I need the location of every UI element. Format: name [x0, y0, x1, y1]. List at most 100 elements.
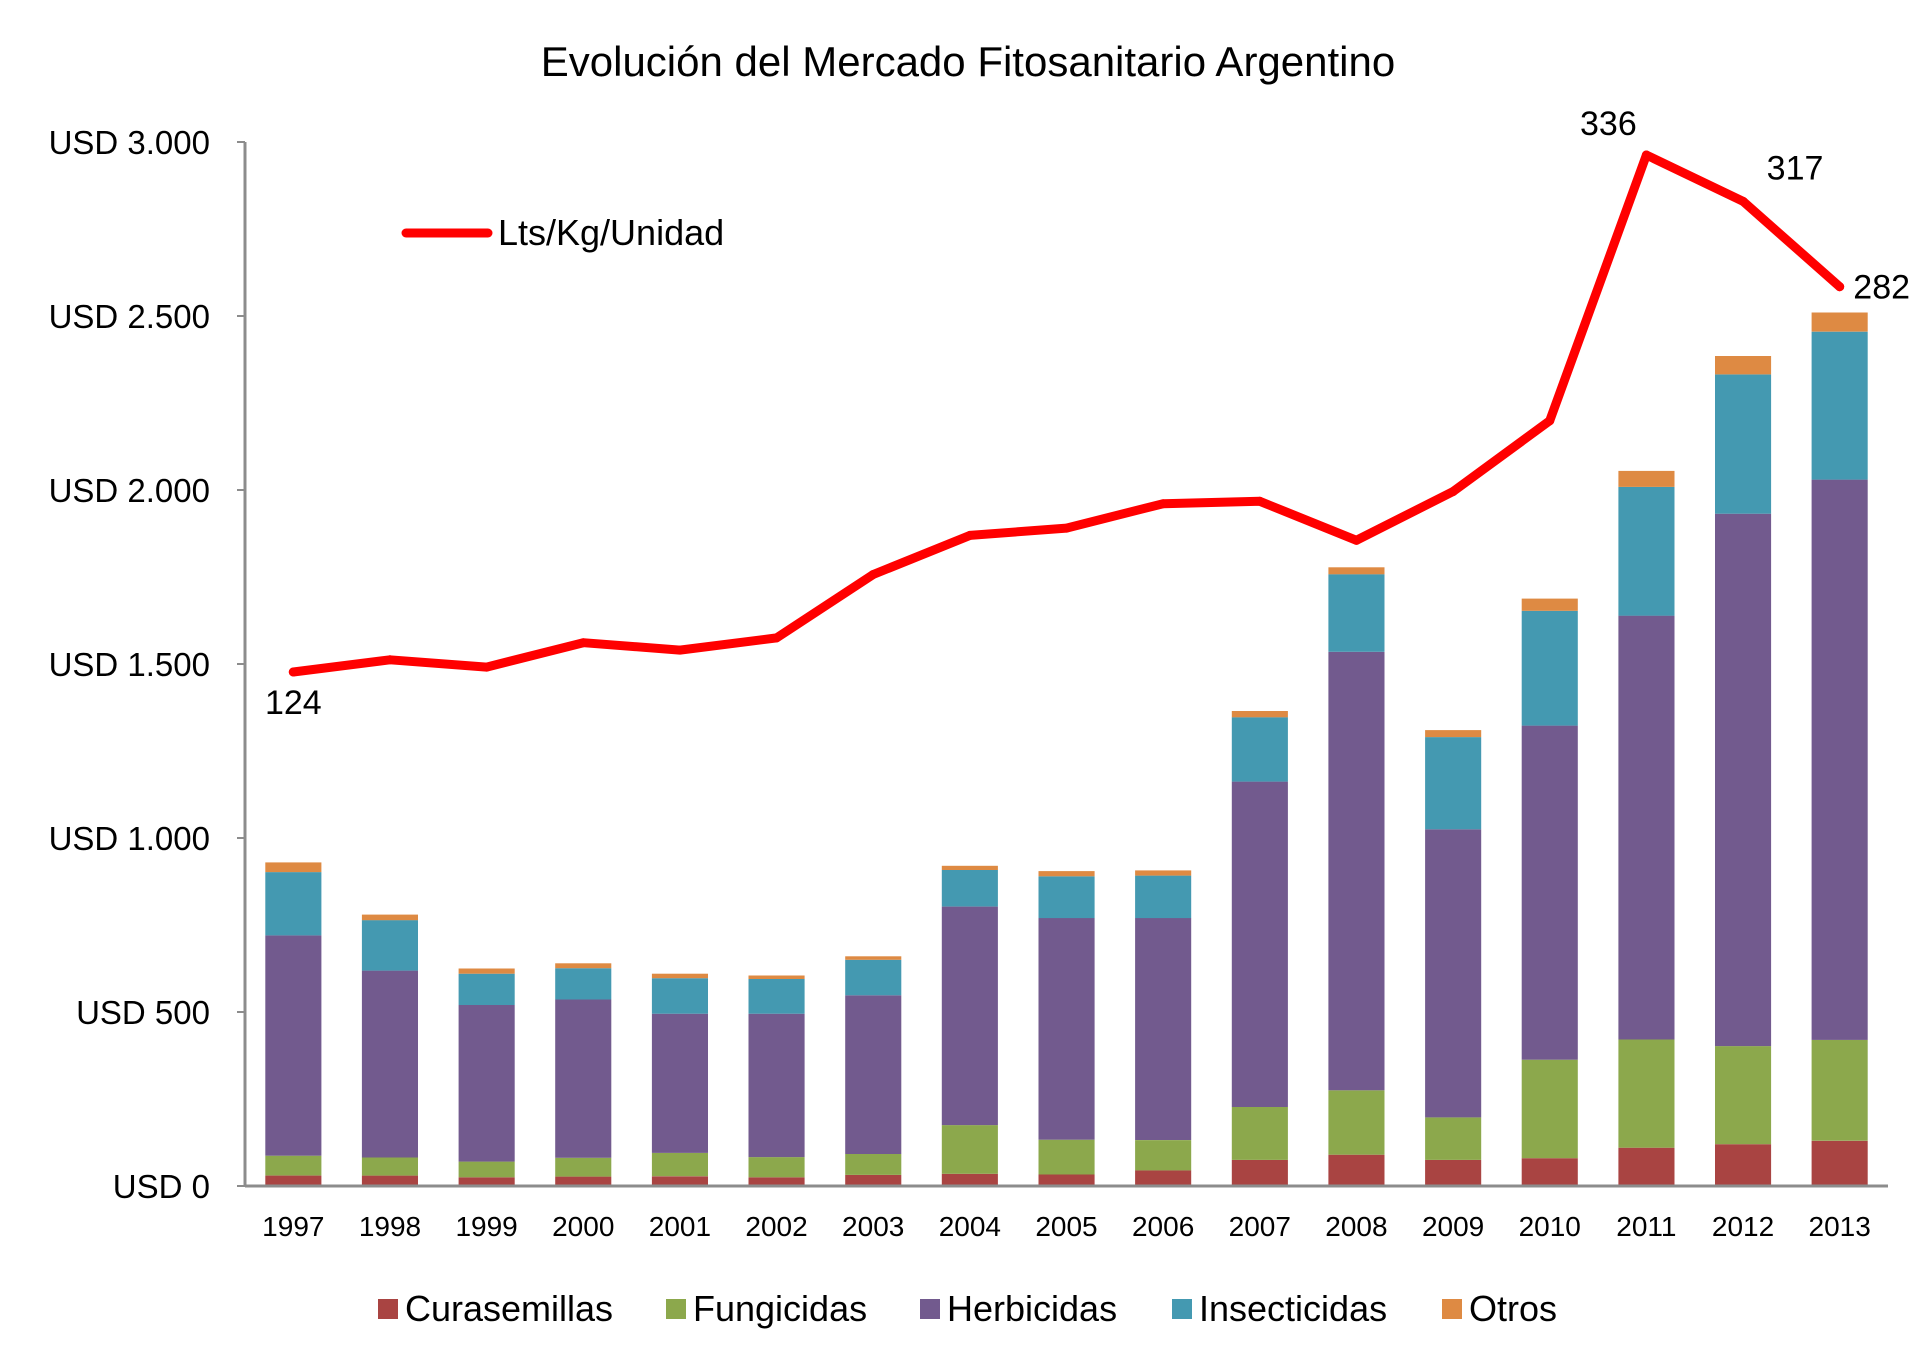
bar-insecticidas-2008 — [1328, 574, 1385, 652]
bar-curasemillas-1999 — [458, 1177, 515, 1186]
line-point-2001 — [675, 645, 685, 655]
y-tick-label: USD 2.000 — [49, 472, 210, 509]
x-tick-label: 2011 — [1616, 1211, 1676, 1242]
bar-curasemillas-1998 — [361, 1175, 418, 1186]
chart-title: Evolución del Mercado Fitosanitario Arge… — [541, 38, 1395, 85]
bar-fungicidas-2009 — [1425, 1117, 1482, 1160]
legend-label-insecticidas: Insecticidas — [1199, 1288, 1387, 1329]
bar-insecticidas-2013 — [1811, 331, 1868, 480]
bar-herbicidas-1999 — [458, 1005, 515, 1162]
bar-insecticidas-1999 — [458, 973, 515, 1005]
bar-otros-1998 — [361, 914, 418, 921]
line-point-2002 — [772, 633, 782, 643]
bar-fungicidas-1999 — [458, 1161, 515, 1178]
bar-herbicidas-2000 — [555, 999, 612, 1158]
bar-otros-2011 — [1618, 470, 1675, 487]
y-tick-label: USD 2.500 — [49, 298, 210, 335]
bar-otros-2004 — [941, 865, 998, 870]
legend: Lts/Kg/Unidad Curasemillas Fungicidas Herbi… — [378, 212, 1557, 1329]
line-point-2013 — [1835, 282, 1845, 292]
bar-fungicidas-2005 — [1038, 1139, 1095, 1175]
line-point-1998 — [385, 655, 395, 665]
line-data-label: 282 — [1853, 269, 1910, 307]
legend-swatch-herbicidas — [920, 1299, 940, 1319]
legend-swatch-otros — [1442, 1299, 1462, 1319]
legend-label-fungicidas: Fungicidas — [693, 1288, 867, 1329]
line-point-2004 — [965, 530, 975, 540]
x-tick-label: 2001 — [649, 1211, 711, 1242]
bar-fungicidas-2010 — [1521, 1059, 1578, 1159]
bar-fungicidas-2013 — [1811, 1039, 1868, 1141]
bar-fungicidas-2000 — [555, 1157, 612, 1177]
bar-insecticidas-2003 — [845, 959, 902, 996]
bar-fungicidas-2004 — [941, 1125, 998, 1174]
bar-insecticidas-2012 — [1715, 374, 1772, 514]
line-point-2003 — [868, 569, 878, 579]
bar-otros-2009 — [1425, 730, 1482, 738]
bar-fungicidas-2012 — [1715, 1046, 1772, 1145]
x-tick-label: 2005 — [1035, 1211, 1097, 1242]
bar-fungicidas-2001 — [651, 1152, 708, 1177]
legend-label-herbicidas: Herbicidas — [947, 1288, 1117, 1329]
bars-layer — [265, 312, 1868, 1186]
bar-herbicidas-2007 — [1231, 781, 1288, 1107]
line-data-label: 336 — [1580, 105, 1637, 143]
bar-insecticidas-1998 — [361, 920, 418, 971]
bar-otros-2000 — [555, 963, 612, 969]
x-tick-label: 2007 — [1229, 1211, 1291, 1242]
bar-otros-1999 — [458, 968, 515, 974]
x-tick-label: 1997 — [262, 1211, 324, 1242]
bar-herbicidas-2010 — [1521, 725, 1578, 1060]
bar-otros-2010 — [1521, 598, 1578, 611]
bar-herbicidas-2005 — [1038, 918, 1095, 1140]
x-tick-label: 1998 — [359, 1211, 421, 1242]
y-tick-label: USD 3.000 — [49, 124, 210, 161]
bar-insecticidas-2004 — [941, 870, 998, 907]
bar-herbicidas-2006 — [1135, 918, 1192, 1140]
bar-curasemillas-2007 — [1231, 1159, 1288, 1186]
x-tick-label: 2003 — [842, 1211, 904, 1242]
bar-curasemillas-2002 — [748, 1177, 805, 1186]
bar-fungicidas-2003 — [845, 1154, 902, 1175]
legend-line-label: Lts/Kg/Unidad — [498, 212, 724, 253]
bar-herbicidas-2008 — [1328, 651, 1385, 1091]
bar-herbicidas-2011 — [1618, 615, 1675, 1040]
bar-fungicidas-2002 — [748, 1157, 805, 1178]
line-point-2008 — [1351, 535, 1361, 545]
x-tick-label: 2002 — [745, 1211, 807, 1242]
x-tick-label: 2010 — [1519, 1211, 1581, 1242]
y-tick-label: USD 500 — [76, 994, 210, 1031]
bar-insecticidas-2010 — [1521, 610, 1578, 726]
x-tick-label: 2004 — [939, 1211, 1001, 1242]
legend-swatch-fungicidas — [666, 1299, 686, 1319]
x-tick-label: 2008 — [1325, 1211, 1387, 1242]
y-tick-label: USD 1.500 — [49, 646, 210, 683]
bar-herbicidas-2013 — [1811, 479, 1868, 1040]
bar-herbicidas-2001 — [651, 1013, 708, 1153]
bar-otros-1997 — [265, 862, 322, 873]
bar-curasemillas-1997 — [265, 1175, 322, 1186]
legend-label-otros: Otros — [1469, 1288, 1557, 1329]
legend-label-curasemillas: Curasemillas — [405, 1288, 613, 1329]
bar-curasemillas-2006 — [1135, 1170, 1192, 1186]
bar-otros-2012 — [1715, 356, 1772, 375]
bar-otros-2008 — [1328, 567, 1385, 575]
axes-layer: USD 0 USD 500 USD 1.000 USD 1.500 USD 2.000 U… — [49, 124, 1888, 1242]
bar-curasemillas-2000 — [555, 1176, 612, 1186]
bar-herbicidas-2009 — [1425, 829, 1482, 1118]
line-data-label: 317 — [1767, 149, 1824, 187]
bar-herbicidas-2004 — [941, 906, 998, 1126]
line-point-2000 — [578, 638, 588, 648]
bar-curasemillas-2009 — [1425, 1159, 1482, 1186]
bar-fungicidas-2011 — [1618, 1039, 1675, 1148]
bar-curasemillas-2011 — [1618, 1147, 1675, 1186]
x-tick-label: 1999 — [455, 1211, 517, 1242]
y-tick-label: USD 1.000 — [49, 820, 210, 857]
line-data-label: 124 — [265, 684, 322, 722]
line-point-2011 — [1641, 150, 1651, 160]
bar-insecticidas-1997 — [265, 872, 322, 936]
line-point-2005 — [1062, 523, 1071, 533]
bar-curasemillas-2001 — [651, 1176, 708, 1186]
bar-curasemillas-2005 — [1038, 1174, 1095, 1186]
